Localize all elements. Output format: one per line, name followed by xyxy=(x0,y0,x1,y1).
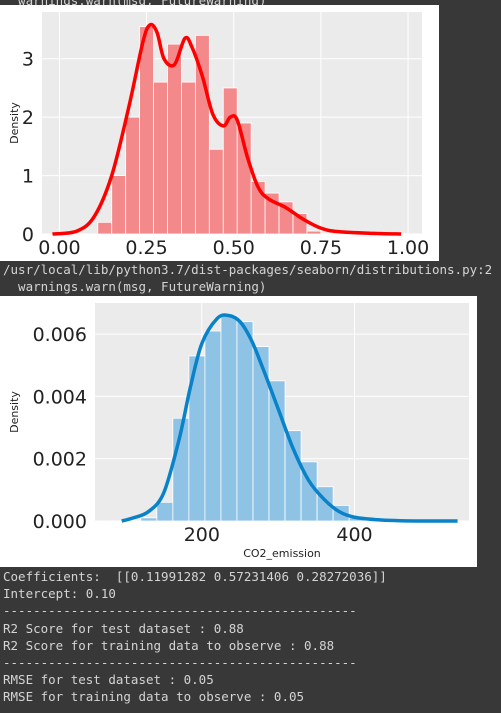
chart1-x-tick-label: 0.75 xyxy=(300,237,342,259)
chart1-y-tick-label: 1 xyxy=(22,165,34,187)
chart2-y-tick-label: 0.002 xyxy=(33,449,87,471)
chart1-histogram-bar xyxy=(97,221,113,235)
chart1-histogram-bar xyxy=(236,122,252,235)
density-histogram-chart-2: 200 400 0.000 0.002 0.004 0.006 Density CO2_emi… xyxy=(8,303,469,560)
r2-train-line: R2 Score for training data to observe : … xyxy=(3,638,335,653)
chart1-x-tick-label: 0.00 xyxy=(38,237,80,259)
chart1-x-tick-label: 0.50 xyxy=(213,237,255,259)
chart2-y-tick-label: 0.000 xyxy=(33,511,87,533)
chart1-y-axis-label: Density xyxy=(8,102,21,144)
chart1-x-tick-label: 0.25 xyxy=(125,237,167,259)
chart2-histogram-bar xyxy=(140,517,158,522)
chart1-x-tick-label: 1.00 xyxy=(387,237,429,259)
chart1-histogram-bar xyxy=(139,26,154,235)
chart-panel-1: 0.00 0.25 0.50 0.75 1.00 0 1 2 3 Density xyxy=(0,5,439,261)
chart2-x-axis-label: CO2_emission xyxy=(243,547,321,560)
chart1-histogram-bar xyxy=(111,175,127,235)
chart1-histogram-bar xyxy=(208,148,224,235)
rmse-test-line: RMSE for test dataset : 0.05 xyxy=(3,672,214,687)
chart1-y-tick-label: 0 xyxy=(22,224,34,246)
separator-line-1: ----------------------------------------… xyxy=(3,603,357,618)
chart2-y-axis-label: Density xyxy=(8,391,21,433)
density-histogram-chart-1: 0.00 0.25 0.50 0.75 1.00 0 1 2 3 Density xyxy=(8,12,429,259)
chart2-histogram-bar xyxy=(156,501,174,522)
chart2-histogram-bar xyxy=(236,321,254,522)
chart1-histogram-bar xyxy=(153,81,168,235)
chart1-y-tick-label: 2 xyxy=(22,107,34,129)
output-warning-message: warnings.warn(msg, FutureWarning) xyxy=(3,279,267,294)
chart1-histogram-bar xyxy=(181,81,196,235)
separator-line-2: ----------------------------------------… xyxy=(3,655,357,670)
intercept-line: Intercept: 0.10 xyxy=(3,586,116,601)
chart-panel-2: 200 400 0.000 0.002 0.004 0.006 Density CO2_emi… xyxy=(0,296,477,567)
chart2-histogram-bar xyxy=(204,330,222,522)
chart1-histogram-bar xyxy=(306,230,322,235)
chart2-kde-curve xyxy=(121,313,458,523)
r2-test-line: R2 Score for test dataset : 0.88 xyxy=(3,621,244,636)
coefficients-line: Coefficients: [[0.11991282 0.57231406 0.… xyxy=(3,569,387,584)
output-warning-line-cut: warnings.warn(msg, FutureWarning) xyxy=(3,0,267,8)
rmse-train-line: RMSE for training data to observe : 0.05 xyxy=(3,689,305,704)
chart2-histogram-bar xyxy=(220,315,238,522)
chart1-histogram-bar xyxy=(222,87,238,235)
chart1-histogram-bar xyxy=(167,43,182,235)
chart2-y-tick-label: 0.006 xyxy=(33,324,87,346)
chart1-kde-curve xyxy=(52,22,402,236)
chart1-y-tick-label: 3 xyxy=(22,49,34,71)
chart2-x-tick-label: 400 xyxy=(336,524,372,546)
chart2-y-tick-label: 0.004 xyxy=(33,386,87,408)
chart2-x-tick-label: 200 xyxy=(184,524,220,546)
chart2-histogram-bar xyxy=(252,346,270,522)
chart1-histogram-bar xyxy=(125,116,141,235)
output-warning-path: /usr/local/lib/python3.7/dist-packages/s… xyxy=(3,262,493,277)
